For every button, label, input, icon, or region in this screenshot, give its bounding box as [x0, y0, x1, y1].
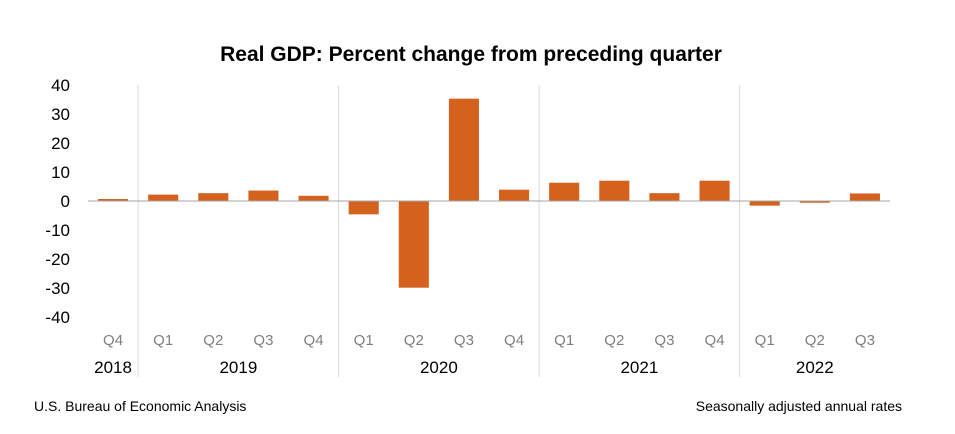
y-tick-label: -30 — [45, 279, 70, 298]
quarter-label: Q1 — [755, 332, 775, 349]
bar-q2-2 — [198, 193, 229, 201]
source-note: U.S. Bureau of Economic Analysis — [34, 398, 247, 414]
bar-q3-7 — [448, 98, 479, 201]
bar-q4-4 — [298, 195, 329, 201]
quarter-label: Q4 — [705, 332, 725, 349]
quarter-label: Q4 — [103, 332, 123, 349]
quarter-label: Q2 — [203, 332, 223, 349]
y-tick-label: -40 — [45, 308, 70, 327]
x-axis: Q4 Q1 Q2 Q3 Q4 Q1 Q2 Q3 Q4 Q1 Q2 Q3 Q4 Q1 Q2 Q3 2018 2019… — [94, 332, 875, 377]
bar-series — [98, 98, 880, 288]
bar-q4-12 — [699, 180, 730, 201]
quarter-label: Q2 — [404, 332, 424, 349]
y-tick-label: -20 — [45, 250, 70, 269]
year-label-2022: 2022 — [796, 358, 834, 377]
y-tick-label: -10 — [45, 221, 70, 240]
bar-q2-10 — [599, 180, 630, 201]
year-label-2021: 2021 — [620, 358, 658, 377]
bar-q1-13 — [749, 201, 780, 206]
bar-q1-1 — [148, 194, 179, 201]
y-axis: 40 30 20 10 0 -10 -20 -30 -40 — [45, 76, 70, 327]
y-tick-label: 20 — [51, 134, 70, 153]
bar-q1-9 — [549, 182, 580, 201]
rates-note: Seasonally adjusted annual rates — [695, 398, 902, 414]
quarter-label: Q4 — [304, 332, 324, 349]
quarter-label: Q1 — [354, 332, 374, 349]
y-tick-label: 40 — [51, 76, 70, 95]
quarter-label: Q3 — [855, 332, 875, 349]
quarter-label: Q3 — [253, 332, 273, 349]
chart-title: Real GDP: Percent change from preceding … — [220, 43, 722, 66]
y-tick-label: 0 — [61, 192, 70, 211]
bar-q1-5 — [348, 201, 379, 215]
year-label-2019: 2019 — [219, 358, 257, 377]
year-dividers — [137, 85, 741, 377]
quarter-label: Q1 — [153, 332, 173, 349]
quarter-label: Q1 — [554, 332, 574, 349]
y-tick-label: 30 — [51, 105, 70, 124]
bar-q2-6 — [398, 201, 429, 288]
quarter-label: Q2 — [805, 332, 825, 349]
quarter-label: Q3 — [454, 332, 474, 349]
quarter-label: Q4 — [504, 332, 524, 349]
quarter-label: Q3 — [654, 332, 674, 349]
bar-q2-14 — [799, 201, 830, 203]
year-label-2020: 2020 — [420, 358, 458, 377]
year-label-2018: 2018 — [94, 358, 132, 377]
bar-q3-15 — [849, 193, 880, 201]
bar-q3-11 — [649, 193, 680, 201]
bar-q3-3 — [248, 190, 279, 201]
quarter-label: Q2 — [604, 332, 624, 349]
y-tick-label: 10 — [51, 163, 70, 182]
bar-q4-8 — [499, 189, 530, 201]
bar-q4-0 — [98, 198, 129, 201]
